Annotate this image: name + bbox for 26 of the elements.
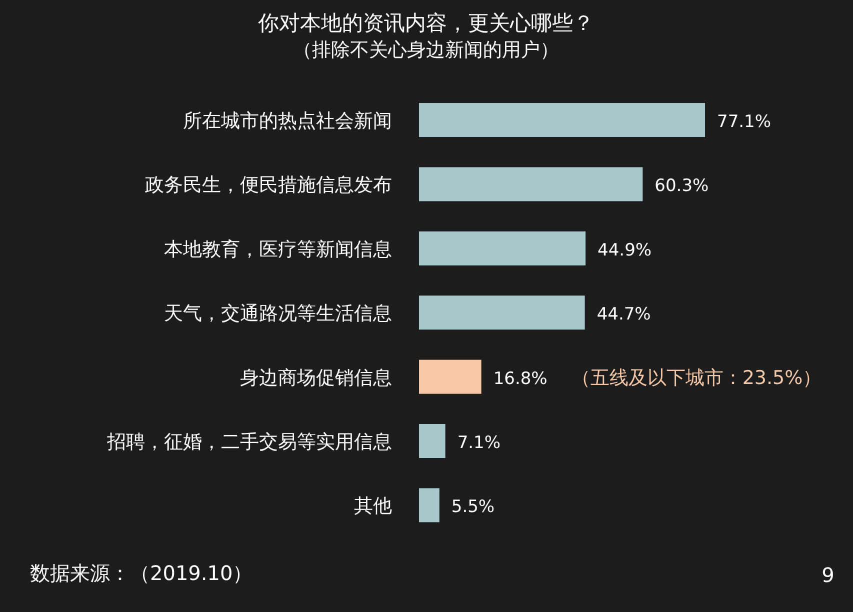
annotation: （五线及以下城市：23.5%）	[571, 366, 822, 389]
bar	[419, 167, 643, 202]
bar	[419, 424, 446, 458]
data-label: 16.8%	[493, 368, 548, 389]
data-label: 77.1%	[717, 112, 772, 132]
bar	[419, 296, 585, 330]
data-label: 60.3%	[654, 176, 709, 196]
y-tick-label: 其他	[354, 495, 392, 518]
y-tick-label: 身边商场促销信息	[240, 366, 392, 389]
y-tick-label: 本地教育，医疗等新闻信息	[164, 238, 392, 260]
bar	[419, 488, 440, 522]
y-tick-label: 天气，交通路况等生活信息	[164, 302, 392, 325]
title: 你对本地的资讯内容，更关心哪些？	[258, 11, 594, 35]
bar	[419, 231, 586, 266]
bar	[419, 103, 705, 137]
y-tick-label: 所在城市的热点社会新闻	[183, 110, 392, 132]
bar	[419, 360, 482, 394]
data-label: 44.7%	[596, 304, 651, 325]
data-label: 7.1%	[457, 433, 501, 453]
data-label: 44.9%	[598, 240, 652, 260]
y-tick-label: 招聘，征婚，二手交易等实用信息	[106, 431, 392, 453]
y-tick-label: 政务民生，便民措施信息发布	[145, 174, 392, 196]
subtitle: （排除不关心身边新闻的用户）	[293, 39, 559, 61]
data-label: 5.5%	[451, 497, 495, 518]
source-note: 数据来源：（2019.10）	[30, 561, 253, 585]
text: 9	[822, 563, 834, 587]
